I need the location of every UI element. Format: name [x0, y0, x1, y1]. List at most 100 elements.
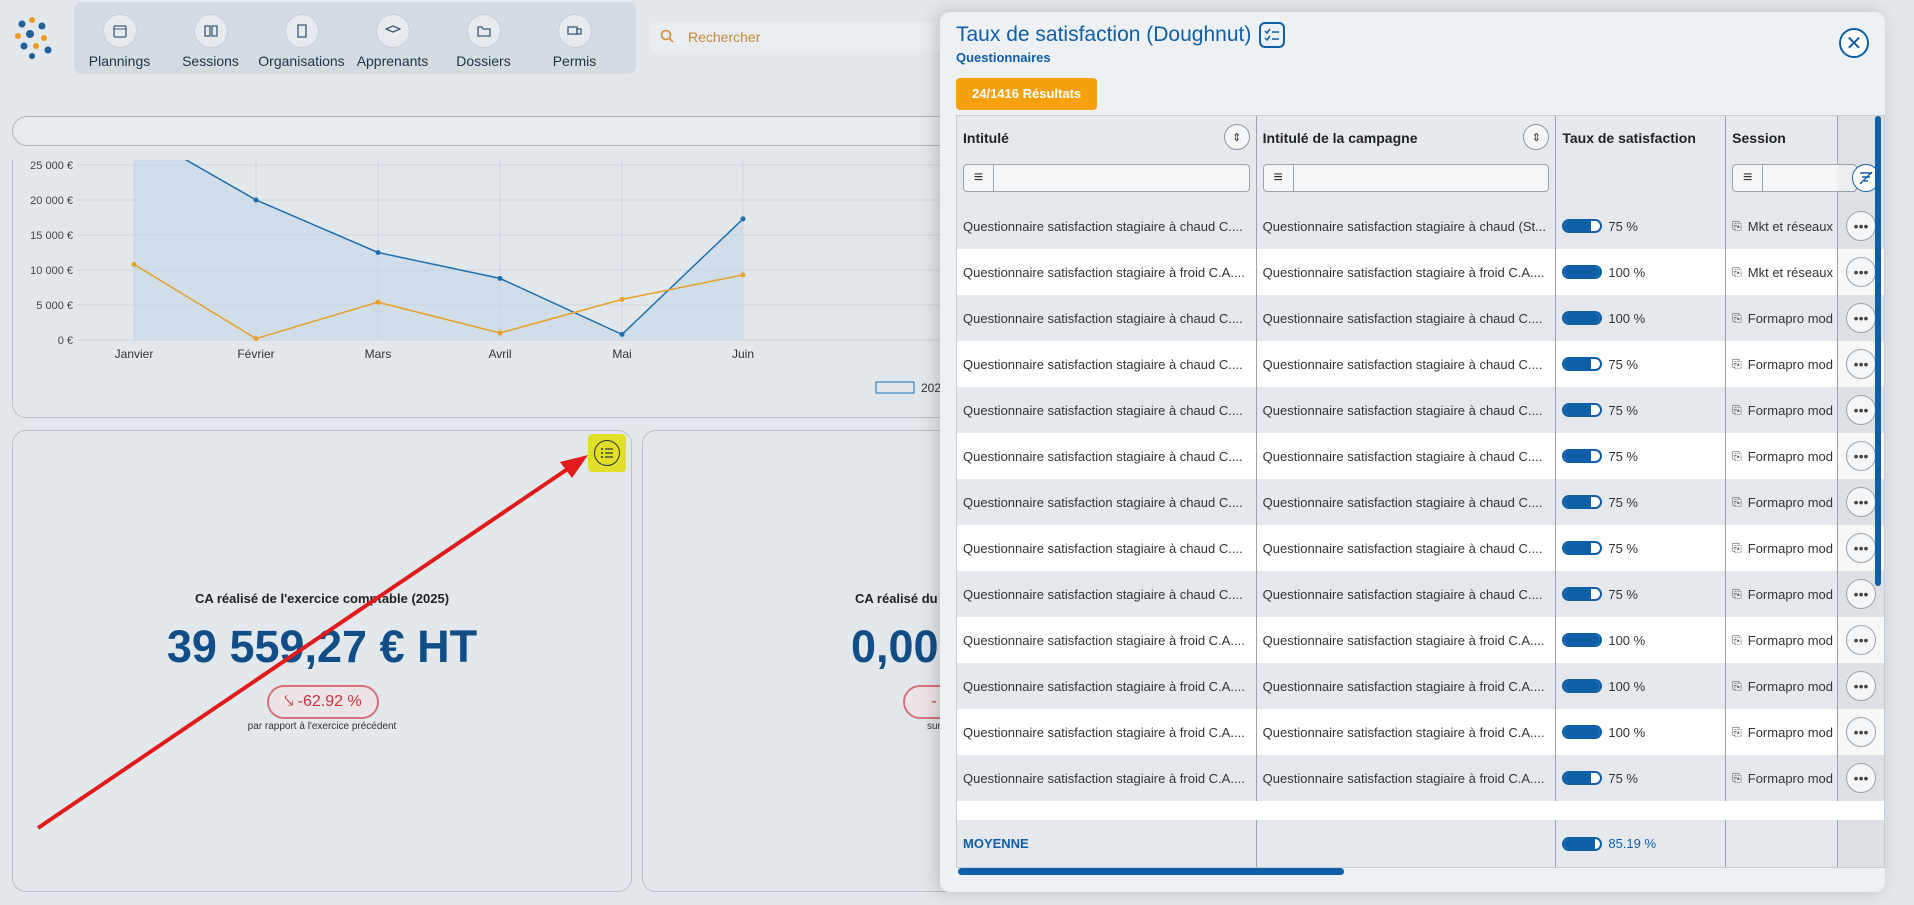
- table-row[interactable]: Questionnaire satisfaction stagiaire à f…: [957, 709, 1884, 755]
- table-row[interactable]: Questionnaire satisfaction stagiaire à c…: [957, 571, 1884, 617]
- table-row[interactable]: Questionnaire satisfaction stagiaire à c…: [957, 479, 1884, 525]
- nav-organisations[interactable]: Organisations: [256, 2, 347, 74]
- more-options-icon[interactable]: •••: [1846, 303, 1877, 333]
- column-filter[interactable]: ≡: [1262, 164, 1550, 192]
- cell-session[interactable]: ⎘ Formapro mod: [1726, 663, 1839, 709]
- column-filter[interactable]: ≡: [1732, 164, 1858, 192]
- progress-fill: [1564, 313, 1601, 323]
- progress-fill: [1564, 405, 1592, 415]
- cell-actions: •••: [1838, 387, 1884, 433]
- cell-session[interactable]: ⎘ Formapro mod: [1726, 341, 1839, 387]
- cell-session[interactable]: ⎘ Formapro mod: [1726, 571, 1839, 617]
- x-tick-label: Juin: [732, 347, 754, 361]
- session-name: Formapro mod: [1747, 448, 1834, 464]
- results-count-badge: 24/1416 Résultats: [956, 78, 1098, 110]
- data-point: [619, 331, 625, 337]
- cell-session[interactable]: ⎘ Formapro mod: [1726, 479, 1839, 525]
- kpi-delta-value: -: [931, 693, 937, 710]
- more-options-icon[interactable]: •••: [1846, 211, 1877, 241]
- nav-apprenants[interactable]: Apprenants: [347, 2, 438, 74]
- table-row[interactable]: Questionnaire satisfaction stagiaire à f…: [957, 249, 1884, 295]
- table-row[interactable]: Questionnaire satisfaction stagiaire à c…: [957, 341, 1884, 387]
- list-details-button[interactable]: [588, 434, 626, 472]
- cell-intitule: Questionnaire satisfaction stagiaire à c…: [957, 341, 1257, 387]
- more-options-icon[interactable]: •••: [1846, 441, 1877, 471]
- kpi-delta-badge: ⤥ -62.92 %: [267, 685, 379, 719]
- cell-taux: 75 %: [1556, 479, 1727, 525]
- table-row[interactable]: Questionnaire satisfaction stagiaire à c…: [957, 387, 1884, 433]
- sort-icon[interactable]: ⇕: [1523, 124, 1550, 150]
- progress-fill: [1564, 267, 1601, 277]
- data-point: [375, 299, 381, 305]
- more-options-icon[interactable]: •••: [1846, 533, 1877, 563]
- satisfaction-progress-bar: [1562, 587, 1603, 601]
- more-options-icon[interactable]: •••: [1846, 671, 1877, 701]
- more-options-icon[interactable]: •••: [1846, 625, 1877, 655]
- table-row[interactable]: Questionnaire satisfaction stagiaire à c…: [957, 433, 1884, 479]
- more-options-icon[interactable]: •••: [1846, 579, 1877, 609]
- filter-icon[interactable]: ≡: [964, 165, 994, 191]
- filter-icon[interactable]: ≡: [1733, 165, 1764, 191]
- nav-dossiers[interactable]: Dossiers: [438, 2, 529, 74]
- taux-value: 100 %: [1608, 264, 1646, 280]
- cell-session[interactable]: ⎘ Formapro mod: [1726, 617, 1839, 663]
- more-options-icon[interactable]: •••: [1846, 487, 1877, 517]
- table-row[interactable]: Questionnaire satisfaction stagiaire à c…: [957, 203, 1884, 249]
- cell-taux: 100 %: [1556, 663, 1727, 709]
- kpi-subtitle: sur: [927, 721, 941, 732]
- more-options-icon[interactable]: •••: [1846, 395, 1877, 425]
- table-row[interactable]: Questionnaire satisfaction stagiaire à f…: [957, 663, 1884, 709]
- cell-taux: 75 %: [1556, 571, 1727, 617]
- more-options-icon[interactable]: •••: [1846, 763, 1877, 793]
- cell-intitule: Questionnaire satisfaction stagiaire à f…: [957, 663, 1257, 709]
- satisfaction-progress-bar: [1562, 725, 1603, 739]
- cell-taux: 75 %: [1556, 203, 1727, 249]
- data-point: [619, 296, 625, 302]
- series-area: [134, 160, 743, 340]
- cell-session[interactable]: ⎘ Mkt et réseaux: [1726, 203, 1839, 249]
- column-filter[interactable]: ≡: [963, 164, 1250, 192]
- cell-session[interactable]: ⎘ Formapro mod: [1726, 387, 1839, 433]
- search-input[interactable]: Rechercher: [688, 29, 761, 45]
- close-button[interactable]: ✕: [1839, 28, 1869, 58]
- progress-fill: [1564, 773, 1592, 783]
- y-tick-label: 25 000 €: [30, 160, 73, 172]
- more-options-icon[interactable]: •••: [1846, 717, 1877, 747]
- cell-campagne: Questionnaire satisfaction stagiaire à f…: [1257, 249, 1557, 295]
- filter-input[interactable]: [1294, 165, 1549, 191]
- cell-session[interactable]: ⎘ Formapro mod: [1726, 433, 1839, 479]
- cell-campagne: Questionnaire satisfaction stagiaire à f…: [1257, 755, 1557, 801]
- filter-input[interactable]: [994, 165, 1249, 191]
- revenue-line-chart: 0 € 5 000 € 10 000 € 15 000 € 20 000 € 25 000…: [12, 160, 962, 418]
- filter-icon[interactable]: ≡: [1264, 165, 1294, 191]
- filter-bar[interactable]: [12, 116, 962, 146]
- legend-label: 202: [921, 381, 941, 395]
- vertical-scrollbar[interactable]: [1875, 116, 1881, 586]
- nav-plannings[interactable]: Plannings: [74, 2, 165, 74]
- table-row[interactable]: Questionnaire satisfaction stagiaire à c…: [957, 295, 1884, 341]
- table-row[interactable]: Questionnaire satisfaction stagiaire à c…: [957, 525, 1884, 571]
- cell-session[interactable]: ⎘ Formapro mod: [1726, 295, 1839, 341]
- cell-session[interactable]: ⎘ Mkt et réseaux: [1726, 249, 1839, 295]
- cell-session[interactable]: ⎘ Formapro mod: [1726, 709, 1839, 755]
- cell-session[interactable]: ⎘ Formapro mod: [1726, 755, 1839, 801]
- table-row[interactable]: Questionnaire satisfaction stagiaire à f…: [957, 617, 1884, 663]
- table-row[interactable]: Questionnaire satisfaction stagiaire à f…: [957, 755, 1884, 801]
- more-options-icon[interactable]: •••: [1846, 349, 1877, 379]
- session-name: Formapro mod: [1747, 402, 1834, 418]
- more-options-icon[interactable]: •••: [1846, 257, 1877, 287]
- nav-label: Dossiers: [456, 53, 511, 69]
- chart-canvas: 0 € 5 000 € 10 000 € 15 000 € 20 000 € 25 000…: [30, 160, 953, 395]
- cell-session[interactable]: ⎘ Formapro mod: [1726, 525, 1839, 571]
- horizontal-scrollbar[interactable]: [958, 868, 1344, 875]
- nav-permis[interactable]: Permis: [529, 2, 620, 74]
- nav-sessions[interactable]: Sessions: [165, 2, 256, 74]
- taux-value: 75 %: [1608, 494, 1638, 510]
- search-bar[interactable]: Rechercher: [650, 22, 950, 52]
- nav-label: Plannings: [88, 53, 151, 69]
- sort-icon[interactable]: ⇕: [1223, 124, 1250, 150]
- x-tick-label: Février: [237, 347, 274, 361]
- document-link-icon: ⎘: [1732, 494, 1742, 509]
- session-name: Formapro mod: [1747, 724, 1834, 740]
- taux-value: 75 %: [1608, 448, 1638, 464]
